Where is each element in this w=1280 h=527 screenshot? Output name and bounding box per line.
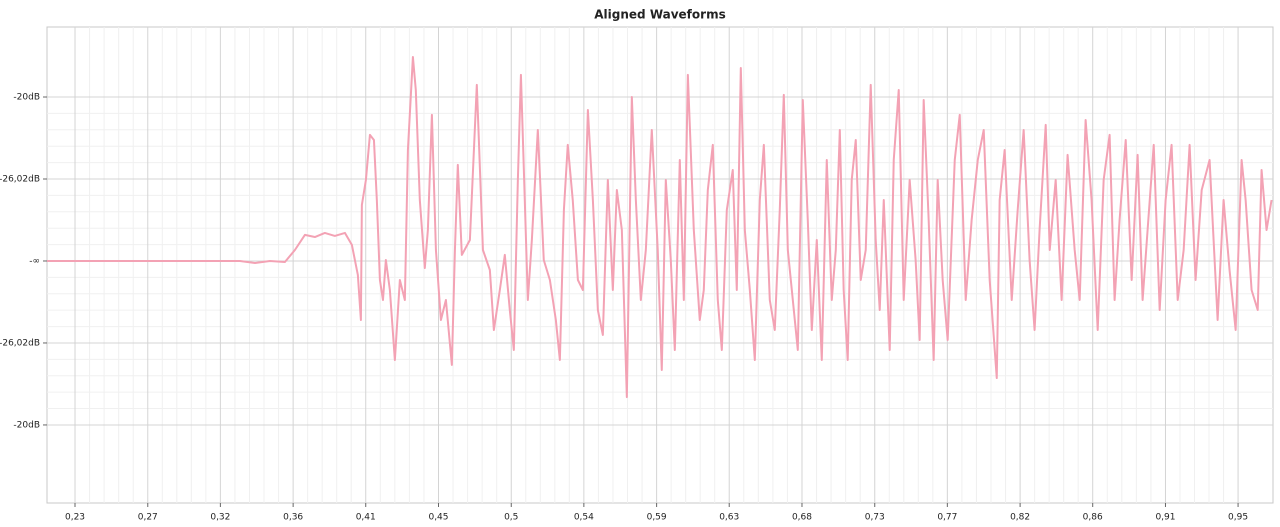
plot-area bbox=[46, 26, 1274, 504]
x-tick-label: 0,27 bbox=[138, 513, 158, 523]
chart-title: Aligned Waveforms bbox=[594, 8, 725, 22]
x-tick-label: 0,45 bbox=[428, 513, 448, 523]
y-tick-label: -20dB bbox=[13, 93, 40, 103]
x-tick-label: 0,59 bbox=[647, 513, 667, 523]
x-tick-label: 0,63 bbox=[719, 513, 739, 523]
x-tick-label: 0,82 bbox=[1010, 513, 1030, 523]
marks bbox=[47, 56, 1273, 399]
x-tick-label: 0,41 bbox=[356, 513, 376, 523]
x-tick-label: 0,54 bbox=[574, 513, 594, 523]
x-tick-label: 0,91 bbox=[1155, 513, 1175, 523]
x-tick-label: 0,68 bbox=[792, 513, 812, 523]
x-tick-label: 0,36 bbox=[283, 513, 303, 523]
x-tick-label: 0,5 bbox=[504, 513, 518, 523]
x-tick-label: 0,32 bbox=[210, 513, 230, 523]
waveform-line bbox=[47, 56, 1273, 399]
x-tick-label: 0,73 bbox=[865, 513, 885, 523]
y-tick-label: -26,02dB bbox=[0, 338, 40, 348]
y-tick-label: -26,02dB bbox=[0, 174, 40, 184]
x-tick-label: 0,86 bbox=[1083, 513, 1103, 523]
y-tick-label: -20dB bbox=[13, 420, 40, 430]
x-tick-label: 0,77 bbox=[937, 513, 957, 523]
x-tick-label: 0,95 bbox=[1228, 513, 1248, 523]
y-tick-label: -∞ bbox=[29, 256, 40, 266]
x-tick-label: 0,23 bbox=[65, 513, 85, 523]
